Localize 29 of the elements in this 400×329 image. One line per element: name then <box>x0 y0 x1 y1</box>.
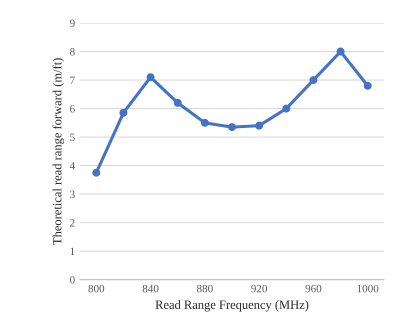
y-tick-label: 6 <box>70 105 75 113</box>
y-tick-label: 1 <box>70 248 74 255</box>
point <box>119 108 128 117</box>
y-tick-label: 7 <box>70 76 75 84</box>
y-tick-label: 8 <box>70 48 75 56</box>
y-tick-label: 5 <box>70 134 75 142</box>
point <box>309 76 318 84</box>
y-tick-label: 3 <box>70 190 75 198</box>
y-tick-label: 9 <box>70 20 75 27</box>
x-axis-title: Read Range Frequency (MHz) <box>155 300 308 312</box>
y-axis-title: Theoretical read range forward (m/ft) <box>52 58 64 245</box>
y-tick-label: 2 <box>70 219 75 226</box>
point <box>364 82 372 90</box>
x-tick-label: 1000 <box>358 284 378 292</box>
x-tick-label: 880 <box>196 284 213 292</box>
point <box>282 104 290 113</box>
point <box>174 98 182 107</box>
y-tick-label: 0 <box>70 276 75 284</box>
point <box>255 122 264 130</box>
x-tick-label: 840 <box>142 284 158 292</box>
x-tick-label: 920 <box>251 284 268 292</box>
point <box>336 48 345 56</box>
x-tick-label: 960 <box>305 284 322 292</box>
point <box>146 73 155 82</box>
x-tick-label: 800 <box>88 284 104 292</box>
y-tick-label: 4 <box>70 162 75 170</box>
point <box>228 123 236 132</box>
point <box>92 168 100 177</box>
point <box>200 118 209 127</box>
